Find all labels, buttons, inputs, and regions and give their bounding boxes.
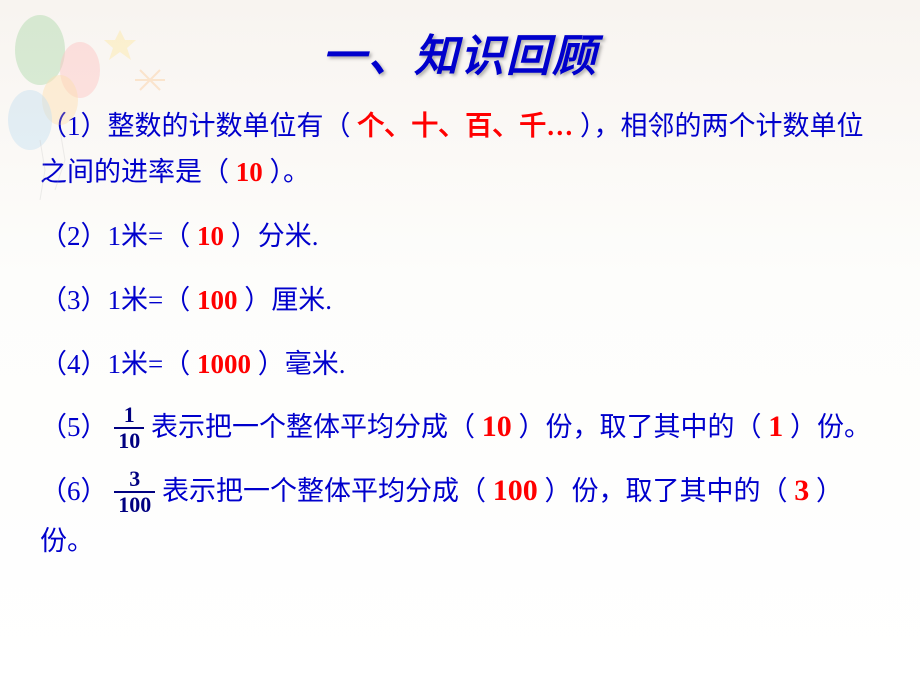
q6-fraction: 3 100 xyxy=(114,467,155,517)
q1-answer2: 10 xyxy=(236,157,263,187)
q3-prefix: （3）1米=（ xyxy=(40,285,190,315)
q6-answer2: 3 xyxy=(794,474,809,507)
q2-prefix: （2）1米=（ xyxy=(40,221,190,251)
q4-prefix: （4）1米=（ xyxy=(40,349,190,379)
q4-suffix: ）毫米. xyxy=(258,349,346,379)
q5-prefix: （5） xyxy=(40,412,108,442)
q6-numerator: 3 xyxy=(114,467,155,493)
q3-suffix: ）厘米. xyxy=(244,285,332,315)
question-2: （2）1米=（ 10 ）分米. xyxy=(40,214,880,260)
q1-answer1: 个、十、百、千… xyxy=(357,111,573,141)
q5-denominator: 10 xyxy=(114,429,144,453)
q6-prefix: （6） xyxy=(40,476,108,506)
question-5: （5） 1 10 表示把一个整体平均分成（ 10 ）份，取了其中的（ 1 ）份。 xyxy=(40,401,880,455)
q5-suffix: ）份。 xyxy=(790,412,871,442)
q2-suffix: ）分米. xyxy=(231,221,319,251)
question-4: （4）1米=（ 1000 ）毫米. xyxy=(40,342,880,388)
q5-answer1: 10 xyxy=(482,410,512,443)
q6-denominator: 100 xyxy=(114,493,155,517)
q5-mid2: ）份，取了其中的（ xyxy=(519,412,762,442)
q6-mid1: 表示把一个整体平均分成（ xyxy=(162,476,486,506)
q1-prefix: （1）整数的计数单位有（ xyxy=(40,111,351,141)
question-6: （6） 3 100 表示把一个整体平均分成（ 100 ）份，取了其中的（ 3 ）… xyxy=(40,465,880,565)
q6-mid2: ）份，取了其中的（ xyxy=(545,476,788,506)
q5-answer2: 1 xyxy=(768,410,783,443)
question-1: （1）整数的计数单位有（ 个、十、百、千… ），相邻的两个计数单位之间的进率是（… xyxy=(40,104,880,196)
q4-answer: 1000 xyxy=(197,349,251,379)
content-area: （1）整数的计数单位有（ 个、十、百、千… ），相邻的两个计数单位之间的进率是（… xyxy=(0,84,920,565)
question-3: （3）1米=（ 100 ）厘米. xyxy=(40,278,880,324)
q2-answer: 10 xyxy=(197,221,224,251)
q6-answer1: 100 xyxy=(493,474,538,507)
q5-numerator: 1 xyxy=(114,403,144,429)
q3-answer: 100 xyxy=(197,285,238,315)
q5-mid1: 表示把一个整体平均分成（ xyxy=(151,412,475,442)
q5-fraction: 1 10 xyxy=(114,403,144,453)
q1-suffix: ）。 xyxy=(270,157,311,187)
page-title: 一、知识回顾 xyxy=(0,0,920,84)
